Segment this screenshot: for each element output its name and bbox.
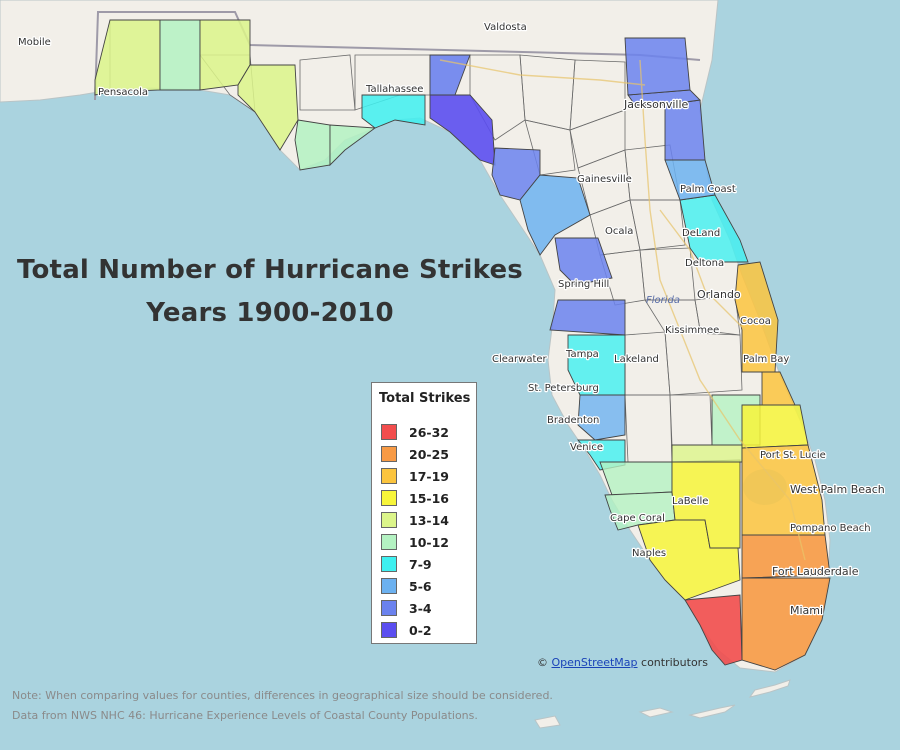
label-deland: DeLand xyxy=(682,228,720,239)
legend-label: 26-32 xyxy=(409,424,449,440)
label-pensacola: Pensacola xyxy=(98,87,148,98)
label-pompano-beach: Pompano Beach xyxy=(790,523,871,534)
legend-swatch xyxy=(381,512,397,528)
legend: Total Strikes 26-32 20-25 17-19 15-16 13… xyxy=(371,382,477,644)
label-clearwater: Clearwater xyxy=(492,354,548,365)
label-naples: Naples xyxy=(632,548,666,559)
label-deltona: Deltona xyxy=(685,258,724,269)
legend-swatch xyxy=(381,556,397,572)
legend-item: 10-12 xyxy=(381,533,449,551)
legend-label: 13-14 xyxy=(409,512,449,528)
map-title-line-1: Total Number of Hurricane Strikes xyxy=(17,255,523,285)
label-spring-hill: Spring Hill xyxy=(558,279,609,290)
legend-swatch xyxy=(381,534,397,550)
label-labelle: LaBelle xyxy=(672,496,708,507)
label-palm-coast: Palm Coast xyxy=(680,184,736,195)
county-levy xyxy=(519,174,591,256)
legend-label: 20-25 xyxy=(409,446,449,462)
map-title-line-2: Years 1900-2010 xyxy=(146,298,394,328)
county-manatee xyxy=(577,394,626,441)
county-choropleth xyxy=(94,19,831,671)
legend-label: 7-9 xyxy=(409,556,432,572)
openstreetmap-link[interactable]: OpenStreetMap xyxy=(551,656,638,669)
footnote-size-note: Note: When comparing values for counties… xyxy=(12,689,553,702)
label-west-palm-beach: West Palm Beach xyxy=(790,483,885,496)
label-venice: Venice xyxy=(570,442,603,453)
label-ocala: Ocala xyxy=(605,226,633,237)
legend-swatch xyxy=(381,600,397,616)
legend-item: 15-16 xyxy=(381,489,449,507)
label-tallahassee: Tallahassee xyxy=(365,84,423,95)
place-labels: Mobile Pensacola Valdosta Tallahassee Ja… xyxy=(17,21,886,619)
legend-label: 3-4 xyxy=(409,600,432,616)
legend-swatch xyxy=(381,446,397,462)
label-bradenton: Bradenton xyxy=(547,415,599,426)
legend-title: Total Strikes xyxy=(379,391,471,406)
county-charlotte xyxy=(599,461,673,496)
label-st-petersburg: St. Petersburg xyxy=(528,383,599,394)
county-hendry xyxy=(671,459,741,549)
county-glades xyxy=(671,444,743,463)
county-citrus xyxy=(554,237,613,286)
legend-item: 3-4 xyxy=(381,599,432,617)
county-santa-rosa xyxy=(159,19,201,91)
county-broward xyxy=(741,534,831,579)
legend-swatch xyxy=(381,468,397,484)
legend-item: 0-2 xyxy=(381,621,432,639)
legend-item: 13-14 xyxy=(381,511,449,529)
county-okeechobee-martin xyxy=(741,404,809,449)
label-miami: Miami xyxy=(790,604,823,617)
county-walton-bay xyxy=(237,64,299,151)
legend-swatch xyxy=(381,578,397,594)
label-palm-bay: Palm Bay xyxy=(743,354,789,365)
county-taylor xyxy=(429,94,496,166)
label-lakeland: Lakeland xyxy=(614,354,659,365)
legend-swatch xyxy=(381,490,397,506)
legend-swatch xyxy=(381,622,397,638)
legend-label: 10-12 xyxy=(409,534,449,550)
label-gainesville: Gainesville xyxy=(577,174,632,185)
legend-label: 0-2 xyxy=(409,622,432,638)
legend-item: 5-6 xyxy=(381,577,432,595)
county-brevard xyxy=(734,261,779,373)
legend-item: 17-19 xyxy=(381,467,449,485)
county-nassau xyxy=(624,37,691,96)
map-attribution: © OpenStreetMap contributors xyxy=(537,656,708,669)
roads xyxy=(439,59,806,561)
label-cocoa: Cocoa xyxy=(740,316,771,327)
legend-item: 26-32 xyxy=(381,423,449,441)
label-jacksonville: Jacksonville xyxy=(623,98,689,111)
attribution-suffix: contributors xyxy=(641,656,708,669)
label-port-st-lucie: Port St. Lucie xyxy=(760,450,826,461)
legend-label: 17-19 xyxy=(409,468,449,484)
copyright-symbol: © xyxy=(537,656,548,669)
legend-item: 20-25 xyxy=(381,445,449,463)
label-florida: Florida xyxy=(646,295,680,306)
footnote-data-source: Data from NWS NHC 46: Hurricane Experien… xyxy=(12,709,478,722)
label-orlando: Orlando xyxy=(697,288,741,301)
label-tampa: Tampa xyxy=(565,349,599,360)
label-kissimmee: Kissimmee xyxy=(665,325,719,336)
label-mobile: Mobile xyxy=(18,37,51,48)
label-cape-coral: Cape Coral xyxy=(610,513,665,524)
county-wakulla xyxy=(361,94,426,129)
county-gulf xyxy=(294,119,331,171)
county-franklin xyxy=(329,124,377,167)
legend-swatch xyxy=(381,424,397,440)
county-indian-river xyxy=(761,371,796,406)
county-hernando-pasco xyxy=(549,299,626,336)
label-valdosta: Valdosta xyxy=(484,22,527,33)
legend-label: 15-16 xyxy=(409,490,449,506)
label-fort-lauderdale: Fort Lauderdale xyxy=(772,565,859,578)
county-monroe xyxy=(684,594,743,666)
legend-label: 5-6 xyxy=(409,578,432,594)
legend-item: 7-9 xyxy=(381,555,432,573)
